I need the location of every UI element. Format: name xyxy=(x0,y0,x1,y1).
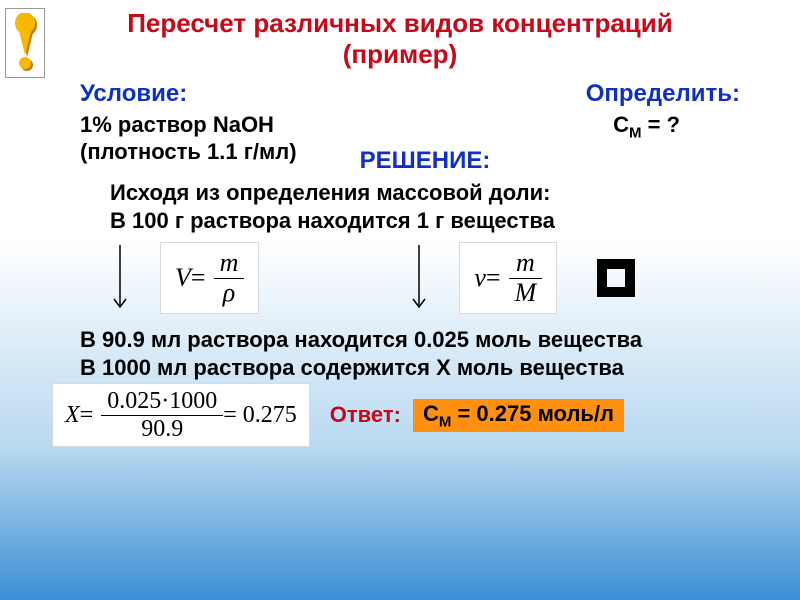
formulas-row: V = m ρ ν = m M xyxy=(0,242,800,314)
title-line2: (пример) xyxy=(343,39,457,69)
given-line1: 1% раствор NaOH xyxy=(80,112,274,137)
formula-result: X = 0.025·1000 90.9 = 0.275 xyxy=(52,383,310,447)
given-line2: (плотность 1.1 г/мл) xyxy=(80,139,297,164)
given-text: 1% раствор NaOH (плотность 1.1 г/мл) xyxy=(80,112,297,165)
formula-volume: V = m ρ xyxy=(160,242,259,314)
formula-moles: ν = m M xyxy=(459,242,557,314)
text2-line2: В 1000 мл раствора содержится Х моль вещ… xyxy=(80,355,624,380)
square-marker-icon xyxy=(597,259,635,297)
text2-line1: В 90.9 мл раствора находится 0.025 моль … xyxy=(80,327,642,352)
title-line1: Пересчет различных видов концентраций xyxy=(127,8,673,38)
arrow-down-icon xyxy=(409,243,429,313)
text-block-2: В 90.9 мл раствора находится 0.025 моль … xyxy=(0,326,800,381)
slide-title: Пересчет различных видов концентраций (п… xyxy=(0,0,800,70)
exclamation-icon xyxy=(5,8,45,78)
text1-line2: В 100 г раствора находится 1 г вещества xyxy=(110,208,555,233)
condition-label: Условие: xyxy=(80,80,187,108)
determine-label: Определить: xyxy=(586,80,740,108)
unknown-value: СМ = ? xyxy=(613,112,680,141)
answer-row: X = 0.025·1000 90.9 = 0.275 Ответ: СМ = … xyxy=(0,383,800,447)
text1-line1: Исходя из определения массовой доли: xyxy=(110,180,550,205)
answer-label: Ответ: xyxy=(330,402,401,428)
text-block-1: Исходя из определения массовой доли: В 1… xyxy=(0,179,800,234)
arrow-down-icon xyxy=(110,243,130,313)
labels-row: Условие: Определить: xyxy=(0,70,800,108)
answer-value: СМ = 0.275 моль/л xyxy=(413,399,624,432)
